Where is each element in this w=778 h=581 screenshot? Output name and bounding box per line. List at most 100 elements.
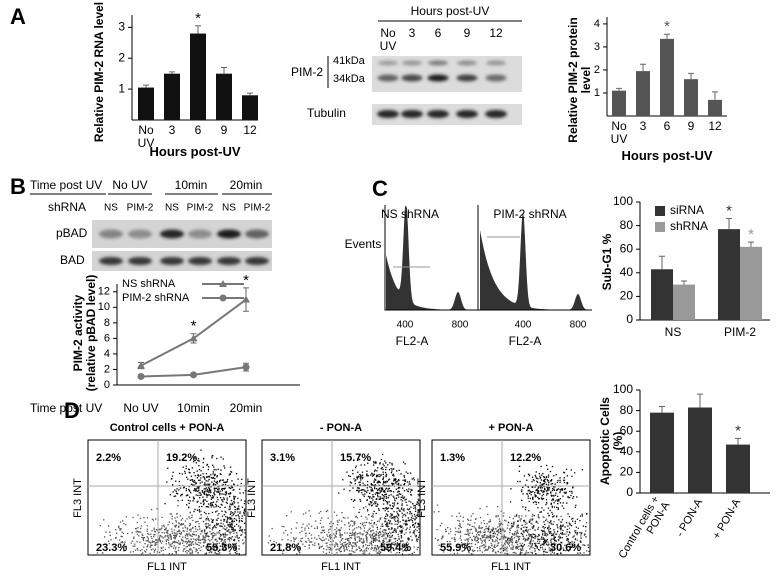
scatter-dot [559,537,561,539]
scatter-dot [378,540,380,542]
scatter-dot [554,483,556,485]
scatter-dot [521,546,523,548]
scatter-dot [347,538,349,540]
scatter-dot [220,503,222,506]
scatter-dot [388,550,390,552]
scatter-dot [212,505,214,507]
scatter-dot [496,536,498,538]
y-tick-label: 20 [620,289,634,303]
scatter-dot [416,501,418,503]
scatter-dot [241,528,243,531]
scatter-dot [383,529,385,531]
scatter-dot [418,534,421,536]
scatter-dot [541,546,543,549]
scatter-dot [373,523,375,525]
scatter-dot [339,529,341,531]
legend-marker [219,294,227,302]
scatter-dot [206,488,208,491]
significance-mark: * [726,202,732,219]
scatter-dot [137,531,139,533]
scatter-dot [526,552,528,554]
scatter-dot [199,511,201,513]
scatter-dot [237,497,239,500]
scatter-dot [572,517,574,519]
y-tick-label: 60 [620,241,634,255]
scatter-dot [549,528,552,530]
scatter-dot [115,529,117,531]
scatter-dot [307,537,309,540]
scatter-dot [539,482,541,484]
scatter-dot [209,490,211,492]
scatter-dot [559,536,561,538]
scatter-dot [275,542,277,544]
scatter-dot [511,533,514,535]
scatter-dot [468,524,470,526]
scatter-dot [109,531,111,533]
bar [726,444,750,493]
scatter-dot [336,552,338,554]
scatter-dot [480,539,482,541]
scatter-dot [370,483,372,485]
scatter-dot [406,520,408,522]
scatter-dot [459,537,461,539]
scatter-dot [229,503,231,505]
scatter-dot [368,521,370,524]
scatter-dot [214,526,216,528]
scatter-dot [404,549,406,551]
scatter-dot [216,546,219,548]
scatter-dot [405,523,407,525]
scatter-dot [169,533,171,536]
scatter-dot [362,507,365,509]
scatter-dot [209,539,211,541]
scatter-dot [220,522,222,524]
scatter-dot [372,490,374,492]
scatter-dot [385,515,387,517]
scatter-dot [532,496,534,498]
scatter-dot [363,495,365,497]
scatter-dot [544,534,546,536]
scatter-dot [405,542,407,545]
y-tick-label: 1 [118,81,125,95]
scatter-dot [391,536,393,538]
scatter-dot [228,546,230,548]
scatter-dot [184,550,187,553]
scatter-dot [518,470,520,472]
scatter-dot [570,494,572,497]
scatter-dot [308,547,310,549]
scatter-dot [351,546,354,548]
scatter-dot [363,541,365,543]
scatter-dot [544,488,546,490]
scatter-dot [208,512,210,515]
scatter-dot [529,541,531,543]
scatter-dot [220,534,222,536]
scatter-dot [241,517,243,520]
scatter-dot [408,519,411,521]
scatter-dot [408,481,410,483]
scatter-dot [201,538,203,541]
scatter-dot [104,536,106,538]
scatter-dot [243,509,246,511]
scatter-dot [405,515,407,517]
scatter-dot [231,523,233,525]
scatter-dot [501,536,504,538]
scatter-dot [240,526,242,528]
scatter-dot [345,543,348,545]
scatter-dot [228,547,230,549]
scatter-dot [407,490,409,492]
scatter-dot [562,502,564,504]
scatter-dot [559,481,561,483]
scatter-dot [483,520,485,522]
scatter-dot [219,492,221,494]
scatter-dot [215,519,218,521]
scatter-dot [342,516,344,519]
scatter-dot [348,540,350,542]
bar [688,407,712,493]
scatter-dot [583,534,586,536]
scatter-dot [550,523,553,525]
scatter-dot [531,519,533,521]
x-axis-label: Hours post-UV [149,143,241,159]
scatter-dot [412,517,414,520]
scatter-dot [177,542,179,544]
quadrant-label: 3.1% [270,452,295,464]
scatter-dot [189,511,191,513]
